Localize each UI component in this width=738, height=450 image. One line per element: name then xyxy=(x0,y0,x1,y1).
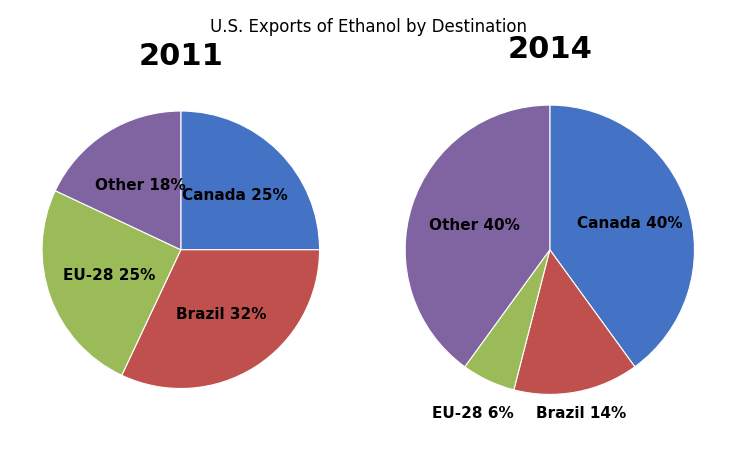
Text: Canada 25%: Canada 25% xyxy=(182,188,288,203)
Wedge shape xyxy=(550,105,694,367)
Text: Brazil 14%: Brazil 14% xyxy=(536,405,626,421)
Text: Brazil 32%: Brazil 32% xyxy=(176,307,267,322)
Text: EU-28 25%: EU-28 25% xyxy=(63,268,155,283)
Title: 2011: 2011 xyxy=(138,42,224,71)
Wedge shape xyxy=(181,111,320,250)
Text: Other 18%: Other 18% xyxy=(94,178,185,193)
Text: EU-28 6%: EU-28 6% xyxy=(432,406,514,421)
Text: Other 40%: Other 40% xyxy=(429,218,520,233)
Wedge shape xyxy=(42,191,181,375)
Wedge shape xyxy=(122,250,320,388)
Wedge shape xyxy=(55,111,181,250)
Text: Canada 40%: Canada 40% xyxy=(577,216,683,231)
Wedge shape xyxy=(514,250,635,394)
Wedge shape xyxy=(465,250,550,390)
Text: U.S. Exports of Ethanol by Destination: U.S. Exports of Ethanol by Destination xyxy=(210,18,528,36)
Title: 2014: 2014 xyxy=(507,35,593,64)
Wedge shape xyxy=(405,105,550,367)
